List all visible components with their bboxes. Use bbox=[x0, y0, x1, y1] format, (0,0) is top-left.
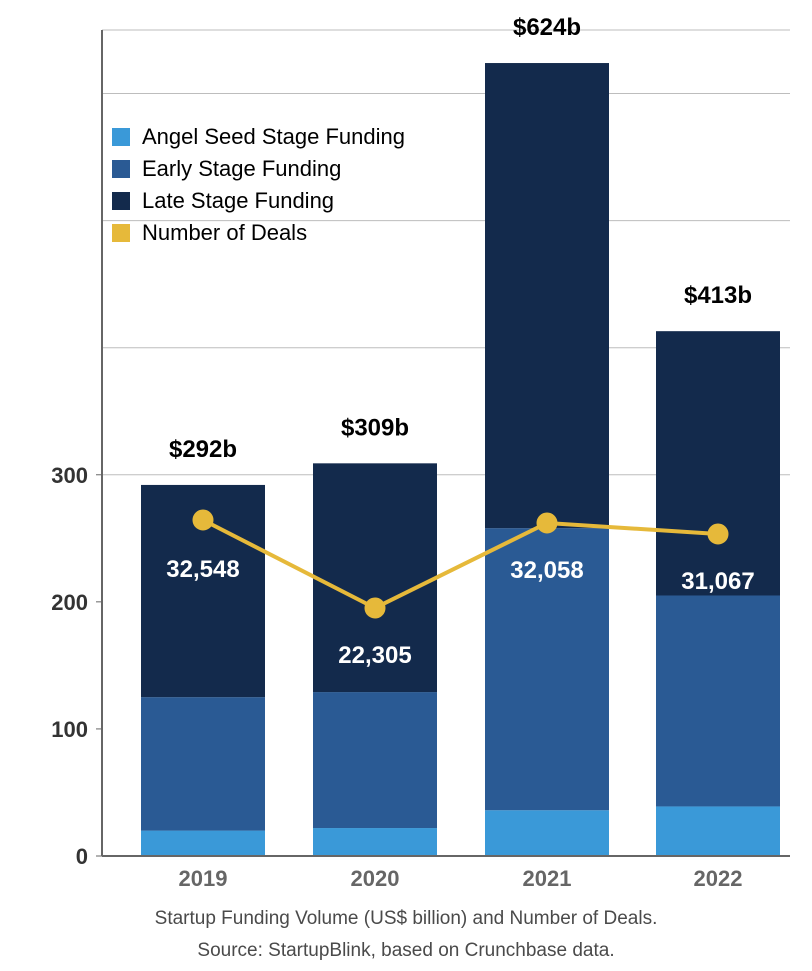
deals-value-label: 22,305 bbox=[338, 642, 411, 669]
bar-angel-seed bbox=[656, 806, 780, 856]
y-axis-tick: 0 bbox=[76, 844, 88, 869]
deals-line bbox=[203, 520, 718, 608]
bar-angel-seed bbox=[313, 828, 437, 856]
x-axis-label: 2019 bbox=[179, 866, 228, 891]
bar-total-label: $309b bbox=[341, 414, 409, 441]
y-axis-tick: 300 bbox=[51, 463, 88, 488]
x-axis-label: 2020 bbox=[351, 866, 400, 891]
bar-angel-seed bbox=[485, 810, 609, 856]
deals-marker bbox=[365, 598, 385, 618]
deals-value-label: 32,058 bbox=[510, 557, 583, 584]
deals-marker bbox=[708, 524, 728, 544]
legend-swatch bbox=[112, 224, 130, 242]
legend-label: Late Stage Funding bbox=[142, 188, 334, 213]
legend-swatch bbox=[112, 128, 130, 146]
deals-marker bbox=[537, 513, 557, 533]
caption-line-2: Source: StartupBlink, based on Crunchbas… bbox=[0, 940, 812, 962]
bar-total-label: $624b bbox=[513, 14, 581, 41]
legend-label: Angel Seed Stage Funding bbox=[142, 124, 405, 149]
x-axis-label: 2022 bbox=[694, 866, 743, 891]
bar-total-label: $413b bbox=[684, 282, 752, 309]
bar-early bbox=[141, 697, 265, 830]
funding-chart: $292b 2019 $309b 2020 $624b 2021 $413b 2022 0 100… bbox=[0, 0, 812, 971]
bar-early bbox=[656, 595, 780, 806]
deals-value-label: 32,548 bbox=[166, 556, 239, 583]
deals-marker bbox=[193, 510, 213, 530]
bar-late bbox=[485, 63, 609, 528]
x-axis-label: 2021 bbox=[523, 866, 572, 891]
bar-total-label: $292b bbox=[169, 436, 237, 463]
legend-label: Early Stage Funding bbox=[142, 156, 341, 181]
y-axis-tick: 200 bbox=[51, 590, 88, 615]
bar-angel-seed bbox=[141, 831, 265, 856]
bar-late bbox=[656, 331, 780, 595]
legend-swatch bbox=[112, 192, 130, 210]
chart-svg: $292b 2019 $309b 2020 $624b 2021 $413b 2022 0 100… bbox=[0, 0, 812, 971]
caption-line-1: Startup Funding Volume (US$ billion) and… bbox=[0, 908, 812, 930]
legend-swatch bbox=[112, 160, 130, 178]
bar-early bbox=[313, 692, 437, 828]
deals-value-label: 31,067 bbox=[681, 568, 754, 595]
y-axis-tick: 100 bbox=[51, 717, 88, 742]
legend-label: Number of Deals bbox=[142, 220, 307, 245]
